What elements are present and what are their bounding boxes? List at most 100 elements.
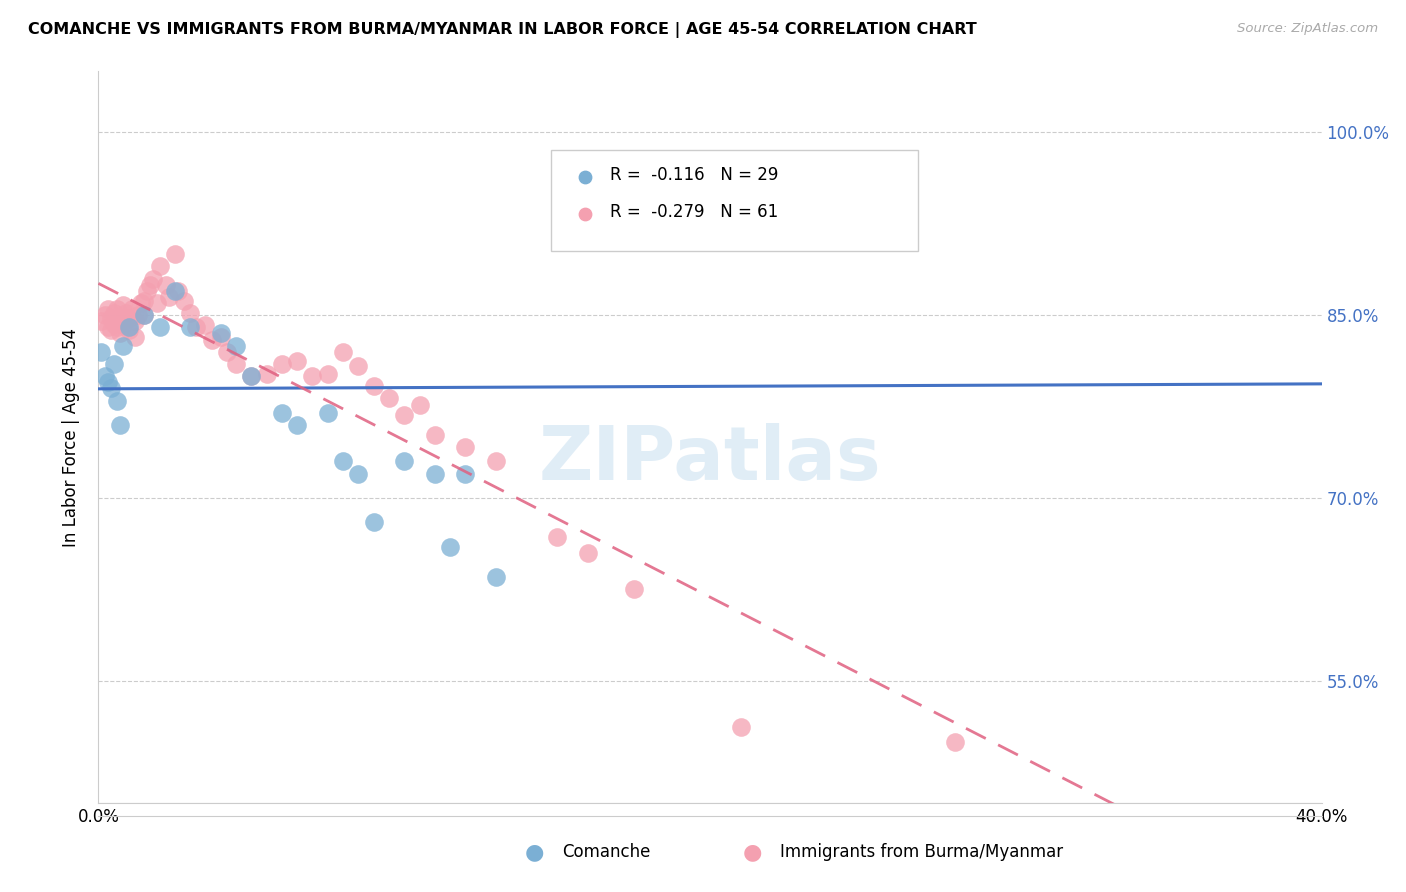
Point bbox=[378, 391, 401, 405]
Text: Source: ZipAtlas.com: Source: ZipAtlas.com bbox=[1237, 22, 1378, 36]
Point bbox=[90, 344, 112, 359]
Point bbox=[115, 306, 138, 320]
Point bbox=[129, 296, 152, 310]
Point bbox=[108, 310, 131, 325]
Point bbox=[423, 467, 446, 481]
Y-axis label: In Labor Force | Age 45-54: In Labor Force | Age 45-54 bbox=[62, 327, 80, 547]
Point bbox=[256, 367, 278, 381]
Point bbox=[225, 339, 247, 353]
FancyBboxPatch shape bbox=[551, 150, 918, 251]
Point bbox=[163, 247, 186, 261]
Point bbox=[240, 369, 263, 384]
Point bbox=[347, 359, 370, 374]
Point bbox=[194, 318, 217, 332]
Point bbox=[316, 367, 339, 381]
Point bbox=[100, 381, 122, 395]
Point bbox=[145, 296, 167, 310]
Point bbox=[134, 308, 156, 322]
Point bbox=[423, 427, 446, 442]
Point bbox=[200, 333, 222, 347]
Point bbox=[155, 277, 177, 292]
Point bbox=[215, 344, 238, 359]
Point bbox=[485, 570, 508, 584]
Point bbox=[97, 320, 120, 334]
Point bbox=[363, 516, 385, 530]
Point bbox=[105, 302, 128, 317]
Point bbox=[149, 320, 172, 334]
Point bbox=[93, 369, 115, 384]
Point bbox=[124, 330, 146, 344]
Point bbox=[103, 306, 125, 320]
Point bbox=[301, 369, 323, 384]
Point bbox=[90, 314, 112, 328]
Point bbox=[332, 454, 354, 468]
Point bbox=[103, 357, 125, 371]
Point bbox=[163, 284, 186, 298]
Point bbox=[93, 308, 115, 322]
Point bbox=[142, 271, 165, 285]
Point bbox=[485, 454, 508, 468]
Point bbox=[1305, 302, 1327, 317]
Point bbox=[111, 298, 134, 312]
Point bbox=[124, 314, 146, 328]
Point bbox=[623, 582, 645, 597]
Point bbox=[209, 330, 232, 344]
Point bbox=[111, 318, 134, 332]
Point bbox=[179, 320, 201, 334]
Point bbox=[363, 379, 385, 393]
Point bbox=[136, 284, 159, 298]
Point bbox=[240, 369, 263, 384]
Point bbox=[134, 308, 156, 322]
Point bbox=[730, 161, 752, 176]
Point bbox=[186, 320, 208, 334]
Point bbox=[121, 302, 143, 317]
Point bbox=[118, 310, 141, 325]
Point bbox=[285, 417, 308, 432]
Point bbox=[108, 417, 131, 432]
Point bbox=[1305, 363, 1327, 377]
Point bbox=[209, 326, 232, 341]
Point bbox=[546, 530, 568, 544]
Point bbox=[105, 393, 128, 408]
Text: Comanche: Comanche bbox=[562, 843, 651, 861]
Point bbox=[118, 323, 141, 337]
Point bbox=[134, 293, 156, 308]
Point bbox=[270, 406, 292, 420]
Point bbox=[454, 440, 477, 454]
Text: R =  -0.116   N = 29: R = -0.116 N = 29 bbox=[610, 166, 778, 185]
Point bbox=[127, 308, 149, 322]
Point bbox=[157, 290, 180, 304]
Point bbox=[454, 467, 477, 481]
Text: ●: ● bbox=[524, 842, 544, 862]
Point bbox=[332, 344, 354, 359]
Text: ZIPatlas: ZIPatlas bbox=[538, 423, 882, 496]
Text: R =  -0.279   N = 61: R = -0.279 N = 61 bbox=[610, 202, 778, 221]
Point bbox=[100, 310, 122, 325]
Point bbox=[439, 540, 461, 554]
Text: COMANCHE VS IMMIGRANTS FROM BURMA/MYANMAR IN LABOR FORCE | AGE 45-54 CORRELATION: COMANCHE VS IMMIGRANTS FROM BURMA/MYANMA… bbox=[28, 22, 977, 38]
Point bbox=[100, 323, 122, 337]
Point bbox=[699, 161, 721, 176]
Point bbox=[173, 293, 195, 308]
Point bbox=[408, 398, 430, 412]
Point bbox=[111, 339, 134, 353]
Point bbox=[97, 376, 120, 390]
Point bbox=[149, 260, 172, 274]
Point bbox=[167, 284, 190, 298]
Point bbox=[943, 735, 966, 749]
Point bbox=[118, 320, 141, 334]
Point bbox=[139, 277, 162, 292]
Point bbox=[347, 467, 370, 481]
Text: Immigrants from Burma/Myanmar: Immigrants from Burma/Myanmar bbox=[780, 843, 1063, 861]
Point bbox=[576, 546, 599, 560]
Point bbox=[730, 720, 752, 734]
Point bbox=[97, 302, 120, 317]
Point bbox=[270, 357, 292, 371]
Point bbox=[108, 326, 131, 341]
Point bbox=[103, 317, 125, 331]
Text: ●: ● bbox=[742, 842, 762, 862]
Point bbox=[392, 454, 416, 468]
Point bbox=[105, 320, 128, 334]
Point bbox=[179, 306, 201, 320]
Point bbox=[285, 354, 308, 368]
